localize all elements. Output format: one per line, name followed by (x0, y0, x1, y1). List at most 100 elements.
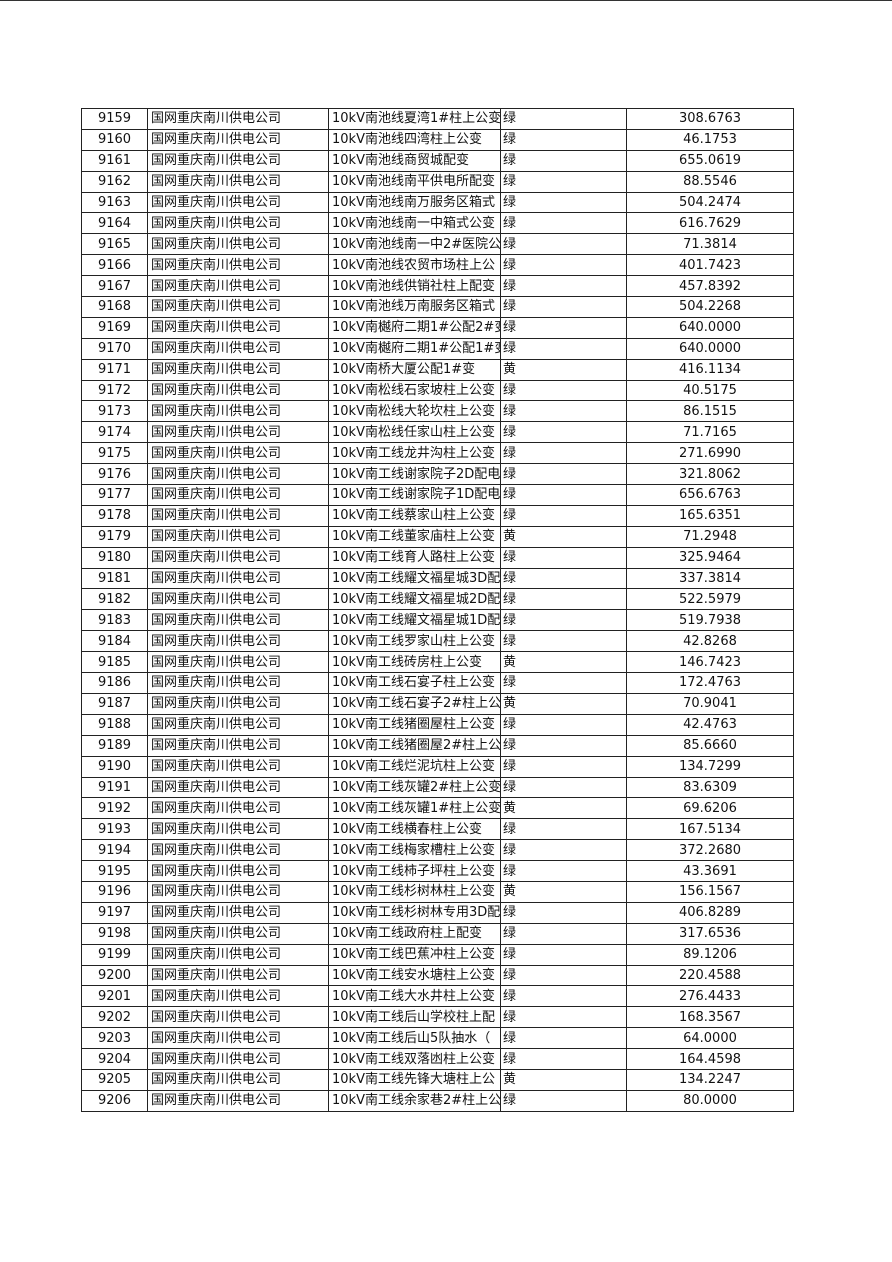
station-name-cell: 10kV南工线石宴子柱上公变 (328, 672, 501, 694)
status-color-cell: 绿 (500, 713, 627, 736)
station-name-cell: 10kV南工线龙井沟柱上公变 (328, 442, 501, 465)
station-name-cell: 10kV南桥大厦公配1#变 (328, 358, 501, 381)
station-name-cell: 10kV南樾府二期1#公配1#变 (328, 337, 501, 360)
company-cell: 国网重庆南川供电公司 (147, 463, 329, 486)
company-cell: 国网重庆南川供电公司 (147, 755, 329, 778)
status-color-cell: 绿 (500, 546, 627, 569)
station-name-cell: 10kV南工线柿子坪柱上公变 (328, 860, 501, 882)
status-color-cell: 黄 (500, 797, 627, 820)
value-cell: 164.4598 (626, 1048, 794, 1070)
company-cell: 国网重庆南川供电公司 (147, 254, 329, 277)
value-cell: 325.9464 (626, 546, 794, 569)
station-name-cell: 10kV南池线四湾柱上公变 (328, 128, 501, 151)
row-id: 9180 (81, 546, 148, 569)
value-cell: 42.8268 (626, 630, 794, 653)
value-cell: 88.5546 (626, 170, 794, 193)
company-cell: 国网重庆南川供电公司 (147, 149, 329, 172)
value-cell: 640.0000 (626, 316, 794, 339)
value-cell: 519.7938 (626, 609, 794, 632)
status-color-cell: 绿 (500, 442, 627, 465)
company-cell: 国网重庆南川供电公司 (147, 442, 329, 465)
company-cell: 国网重庆南川供电公司 (147, 379, 329, 402)
status-color-cell: 黄 (500, 1068, 627, 1091)
company-cell: 国网重庆南川供电公司 (147, 776, 329, 799)
value-cell: 89.1206 (626, 943, 794, 966)
status-color-cell: 绿 (500, 630, 627, 653)
station-name-cell: 10kV南工线石宴子2#柱上公 (328, 692, 501, 715)
row-id: 9202 (81, 1006, 148, 1029)
table-row: 9189 国网重庆南川供电公司 10kV南工线猪圈屋2#柱上公绿 85.6660 (81, 734, 794, 757)
company-cell: 国网重庆南川供电公司 (147, 839, 329, 862)
value-cell: 172.4763 (626, 672, 794, 694)
company-cell: 国网重庆南川供电公司 (147, 860, 329, 882)
value-cell: 167.5134 (626, 818, 794, 841)
table-row: 9188 国网重庆南川供电公司 10kV南工线猪圈屋柱上公变绿 42.4763 (81, 713, 794, 736)
table-row: 9193 国网重庆南川供电公司 10kV南工线横春柱上公变绿 167.5134 (81, 818, 794, 841)
table-row: 9198 国网重庆南川供电公司 10kV南工线政府柱上配变绿 317.6536 (81, 922, 794, 945)
status-color-cell: 绿 (500, 149, 627, 172)
station-name-cell: 10kV南池线南一中箱式公变 (328, 212, 501, 235)
row-id: 9206 (81, 1089, 148, 1112)
status-color-cell: 绿 (500, 421, 627, 444)
table-row: 9185 国网重庆南川供电公司 10kV南工线砖房柱上公变黄 146.7423 (81, 651, 794, 674)
value-cell: 401.7423 (626, 254, 794, 277)
table-row: 9179 国网重庆南川供电公司 10kV南工线董家庙柱上公变黄 71.2948 (81, 525, 794, 548)
row-id: 9197 (81, 901, 148, 924)
station-name-cell: 10kV南池线夏湾1#柱上公变 (328, 108, 501, 130)
status-color-cell: 绿 (500, 901, 627, 924)
status-color-cell: 绿 (500, 128, 627, 151)
row-id: 9168 (81, 296, 148, 318)
status-color-cell: 黄 (500, 692, 627, 715)
table-row: 9164 国网重庆南川供电公司 10kV南池线南一中箱式公变绿 616.7629 (81, 212, 794, 235)
value-cell: 337.3814 (626, 567, 794, 590)
company-cell: 国网重庆南川供电公司 (147, 567, 329, 590)
company-cell: 国网重庆南川供电公司 (147, 797, 329, 820)
status-color-cell: 绿 (500, 463, 627, 486)
company-cell: 国网重庆南川供电公司 (147, 212, 329, 235)
status-color-cell: 绿 (500, 170, 627, 193)
station-name-cell: 10kV南松线大轮坎柱上公变 (328, 400, 501, 423)
value-cell: 406.8289 (626, 901, 794, 924)
table-row: 9181 国网重庆南川供电公司 10kV南工线耀文福星城3D配绿 337.3814 (81, 567, 794, 590)
station-name-cell: 10kV南工线巴蕉冲柱上公变 (328, 943, 501, 966)
value-cell: 156.1567 (626, 880, 794, 903)
status-color-cell: 绿 (500, 1006, 627, 1029)
station-name-cell: 10kV南池线农贸市场柱上公 (328, 254, 501, 277)
row-id: 9165 (81, 233, 148, 256)
company-cell: 国网重庆南川供电公司 (147, 985, 329, 1008)
table-row: 9204 国网重庆南川供电公司 10kV南工线双落凼柱上公变绿 164.4598 (81, 1048, 794, 1070)
row-id: 9190 (81, 755, 148, 778)
company-cell: 国网重庆南川供电公司 (147, 275, 329, 298)
table-row: 9162 国网重庆南川供电公司 10kV南池线南平供电所配变绿 88.5546 (81, 170, 794, 193)
table-row: 9199 国网重庆南川供电公司 10kV南工线巴蕉冲柱上公变绿 89.1206 (81, 943, 794, 966)
value-cell: 271.6990 (626, 442, 794, 465)
status-color-cell: 黄 (500, 651, 627, 674)
value-cell: 656.6763 (626, 484, 794, 506)
data-table: 9159 国网重庆南川供电公司 10kV南池线夏湾1#柱上公变绿 308.6763 91… (81, 108, 794, 1112)
status-color-cell: 绿 (500, 985, 627, 1008)
company-cell: 国网重庆南川供电公司 (147, 1048, 329, 1070)
company-cell: 国网重庆南川供电公司 (147, 421, 329, 444)
table-row: 9177 国网重庆南川供电公司 10kV南工线谢家院子1D配电绿 656.6763 (81, 484, 794, 506)
table-row: 9203 国网重庆南川供电公司 10kV南工线后山5队抽水（绿 64.0000 (81, 1027, 794, 1050)
company-cell: 国网重庆南川供电公司 (147, 170, 329, 193)
status-color-cell: 黄 (500, 880, 627, 903)
table-row: 9201 国网重庆南川供电公司 10kV南工线大水井柱上公变绿 276.4433 (81, 985, 794, 1008)
station-name-cell: 10kV南工线耀文福星城1D配 (328, 609, 501, 632)
value-cell: 165.6351 (626, 504, 794, 527)
value-cell: 504.2474 (626, 191, 794, 214)
table-row: 9186 国网重庆南川供电公司 10kV南工线石宴子柱上公变绿 172.4763 (81, 672, 794, 694)
company-cell: 国网重庆南川供电公司 (147, 1027, 329, 1050)
row-id: 9179 (81, 525, 148, 548)
table-row: 9170 国网重庆南川供电公司 10kV南樾府二期1#公配1#变绿 640.0000 (81, 337, 794, 360)
value-cell: 504.2268 (626, 296, 794, 318)
row-id: 9186 (81, 672, 148, 694)
row-id: 9176 (81, 463, 148, 486)
status-color-cell: 绿 (500, 212, 627, 235)
row-id: 9193 (81, 818, 148, 841)
company-cell: 国网重庆南川供电公司 (147, 609, 329, 632)
table-row: 9159 国网重庆南川供电公司 10kV南池线夏湾1#柱上公变绿 308.6763 (81, 108, 794, 130)
table-row: 9168 国网重庆南川供电公司 10kV南池线万南服务区箱式绿 504.2268 (81, 296, 794, 318)
company-cell: 国网重庆南川供电公司 (147, 713, 329, 736)
station-name-cell: 10kV南工线梅家槽柱上公变 (328, 839, 501, 862)
